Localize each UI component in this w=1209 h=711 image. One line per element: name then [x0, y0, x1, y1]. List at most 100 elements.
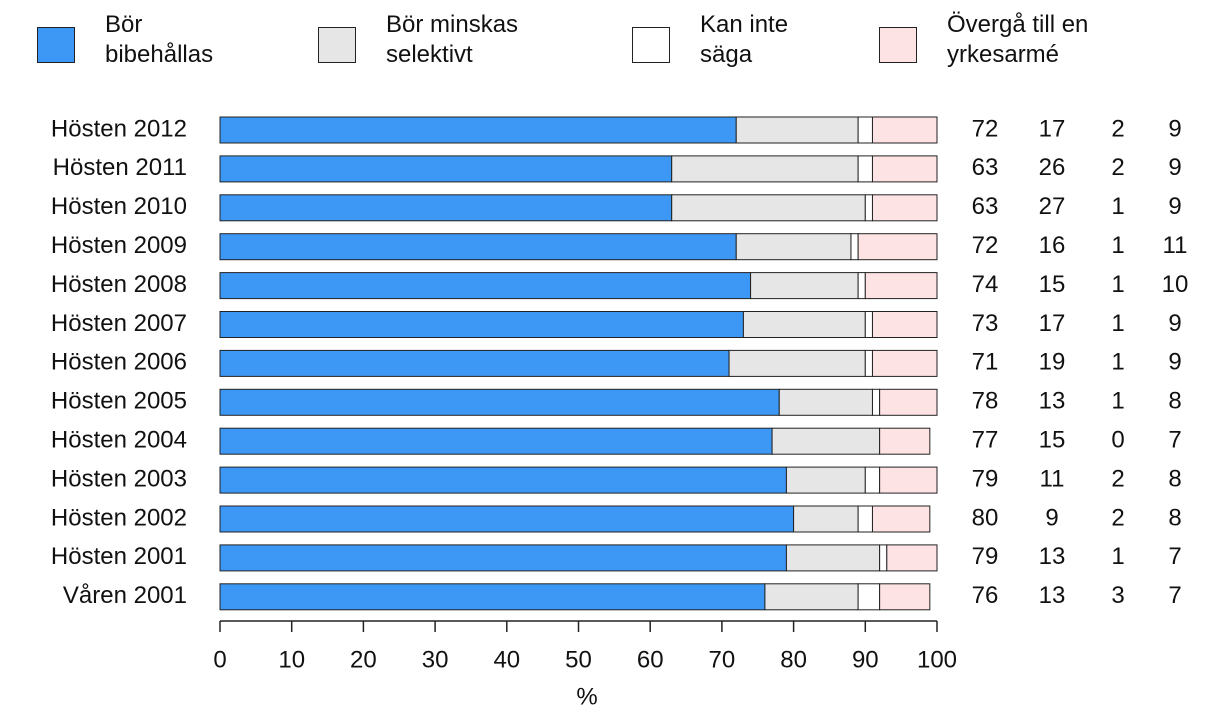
value-label: 1 [1111, 310, 1124, 337]
value-label: 1 [1111, 271, 1124, 298]
value-label: 19 [1039, 349, 1066, 376]
value-label: 2 [1111, 154, 1124, 181]
value-label: 15 [1039, 271, 1066, 298]
x-tick-label: 10 [278, 646, 305, 673]
legend-label: Bör minskas selektivt [386, 11, 519, 68]
y-tick-label: Hösten 2009 [51, 232, 187, 259]
bar-segment [742, 311, 866, 338]
value-label: 7 [1168, 543, 1181, 570]
bar-segment [871, 194, 938, 222]
value-label: 9 [1168, 349, 1181, 376]
bar-segment [219, 427, 773, 455]
y-tick-label: Hösten 2012 [51, 115, 187, 142]
bar-segment [785, 544, 881, 572]
bar-segment [735, 233, 852, 261]
value-label: 9 [1168, 310, 1181, 337]
bar-segment [879, 466, 938, 494]
value-label: 74 [972, 271, 999, 298]
value-label: 10 [1162, 271, 1189, 298]
y-tick-label: Hösten 2004 [51, 427, 187, 454]
legend-item: Övergå till en yrkesarmé [879, 10, 1117, 70]
value-label: 2 [1111, 504, 1124, 531]
y-tick-label: Hösten 2011 [53, 154, 187, 181]
value-label: 7 [1168, 582, 1181, 609]
bar-segment [850, 233, 859, 261]
value-label: 9 [1168, 154, 1181, 181]
legend-swatch [318, 27, 356, 63]
value-label: 9 [1045, 504, 1058, 531]
bar-segment [871, 505, 931, 533]
x-tick-label: 30 [422, 646, 449, 673]
value-label: 2 [1111, 465, 1124, 492]
value-label: 72 [972, 232, 999, 259]
legend-swatch [879, 27, 917, 63]
bar-segment [857, 155, 873, 183]
bar-segment [886, 544, 938, 572]
bar-segment [785, 466, 866, 494]
value-label: 17 [1039, 310, 1066, 337]
value-label: 11 [1040, 465, 1065, 492]
value-label: 80 [972, 504, 999, 531]
value-label: 79 [972, 543, 999, 570]
x-tick-label: 20 [350, 646, 377, 673]
value-label: 16 [1039, 232, 1066, 259]
value-label: 15 [1039, 427, 1066, 454]
value-label: 73 [972, 310, 999, 337]
value-label: 76 [972, 582, 999, 609]
value-label: 13 [1039, 582, 1066, 609]
value-label: 1 [1111, 232, 1124, 259]
bar-segment [219, 194, 673, 222]
bar-segment [219, 349, 730, 377]
value-label: 11 [1163, 232, 1188, 259]
value-label: 27 [1039, 193, 1066, 220]
x-tick-label: 90 [852, 646, 879, 673]
y-tick-label: Hösten 2005 [51, 388, 187, 415]
bar-segment [871, 388, 881, 416]
bar-segment [871, 155, 938, 183]
bar-segment [864, 194, 873, 222]
value-label: 13 [1039, 388, 1066, 415]
x-tick-label: 70 [709, 646, 736, 673]
legend-swatch [37, 27, 75, 63]
value-label: 1 [1111, 193, 1124, 220]
bar-segment [857, 272, 866, 300]
y-tick-label: Hösten 2001 [51, 543, 187, 570]
bar-segment [864, 272, 938, 300]
bar-segment [871, 311, 938, 338]
legend-item: Kan inte säga [632, 10, 810, 70]
legend-label: Kan inte säga [700, 11, 789, 68]
bar-segment [219, 544, 787, 572]
y-tick-label: Hösten 2002 [51, 504, 187, 531]
y-tick-label: Hösten 2010 [51, 193, 187, 220]
legend-label: Övergå till en yrkesarmé [947, 11, 1089, 68]
bar-segment [750, 272, 859, 300]
value-label: 0 [1111, 427, 1124, 454]
bar-segment [219, 388, 780, 416]
y-tick-label: Hösten 2003 [51, 465, 187, 492]
bar-segment [219, 505, 795, 533]
bar-segment [735, 116, 859, 144]
bar-segment [728, 349, 866, 377]
bar-segment [771, 427, 881, 455]
value-label: 71 [972, 349, 999, 376]
x-tick-label: 80 [780, 646, 807, 673]
bar-segment [219, 311, 744, 338]
legend-swatch [632, 27, 670, 63]
bar-segment [778, 388, 873, 416]
bar-segment [879, 388, 938, 416]
bar-segment [219, 466, 787, 494]
bar-segment [219, 155, 673, 183]
x-tick-label: 50 [565, 646, 592, 673]
bar-segment [671, 155, 859, 183]
value-label: 1 [1111, 349, 1124, 376]
value-label: 8 [1168, 504, 1181, 531]
value-label: 9 [1168, 193, 1181, 220]
bar-segment [219, 583, 766, 611]
bar-segment [871, 349, 938, 377]
bar-segment [857, 505, 873, 533]
bar-segment [219, 233, 737, 261]
x-tick-label: 60 [637, 646, 664, 673]
value-label: 1 [1111, 388, 1124, 415]
y-tick-label: Hösten 2007 [51, 310, 187, 337]
